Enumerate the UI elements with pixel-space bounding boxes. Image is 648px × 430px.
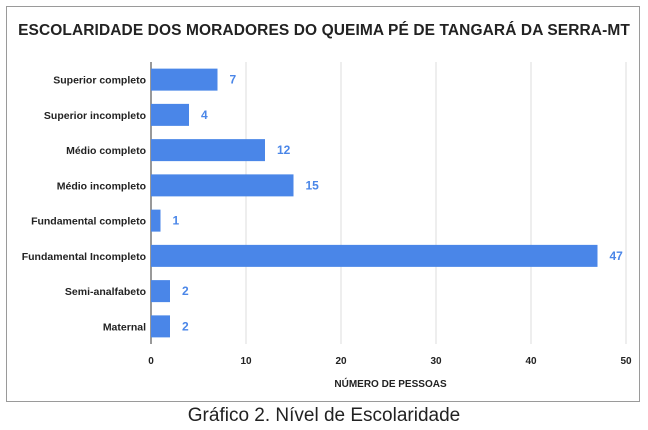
chart-frame [6, 6, 640, 402]
category-label: Fundamental completo [31, 216, 146, 228]
chart-title: ESCOLARIDADE DOS MORADORES DO QUEIMA PÉ … [18, 22, 630, 39]
bar [151, 280, 170, 303]
data-label: 12 [277, 143, 291, 157]
data-label: 7 [230, 73, 237, 87]
bar [151, 103, 189, 126]
category-label: Superior incompleto [44, 110, 146, 122]
bar [151, 68, 218, 91]
x-tick-label: 20 [335, 356, 347, 367]
x-tick-label: 0 [148, 356, 154, 367]
data-label: 4 [201, 108, 208, 122]
data-label: 47 [610, 249, 624, 263]
bar [151, 174, 294, 197]
data-label: 2 [182, 284, 189, 298]
data-label: 2 [182, 319, 189, 333]
x-axis-label: NÚMERO DE PESSOAS [334, 377, 447, 390]
data-label: 1 [173, 214, 180, 228]
bar [151, 315, 170, 338]
x-tick-label: 40 [525, 356, 537, 367]
category-label: Semi-analfabeto [65, 286, 146, 298]
bar [151, 139, 265, 162]
bar-chart: Superior completo 7 Superior incompleto 4 Mé… [22, 62, 632, 390]
data-label: 15 [306, 178, 320, 192]
category-label: Maternal [103, 321, 146, 333]
category-label: Superior completo [53, 75, 146, 87]
bar [151, 209, 161, 232]
category-label: Fundamental Incompleto [22, 251, 146, 263]
x-tick-label: 10 [240, 356, 252, 367]
category-label: Médio completo [66, 145, 146, 157]
category-label: Médio incompleto [57, 180, 146, 192]
x-tick-label: 30 [430, 356, 442, 367]
figure-caption: Gráfico 2. Nível de Escolaridade [187, 405, 461, 426]
bar [151, 244, 598, 267]
x-tick-label: 50 [620, 356, 632, 367]
